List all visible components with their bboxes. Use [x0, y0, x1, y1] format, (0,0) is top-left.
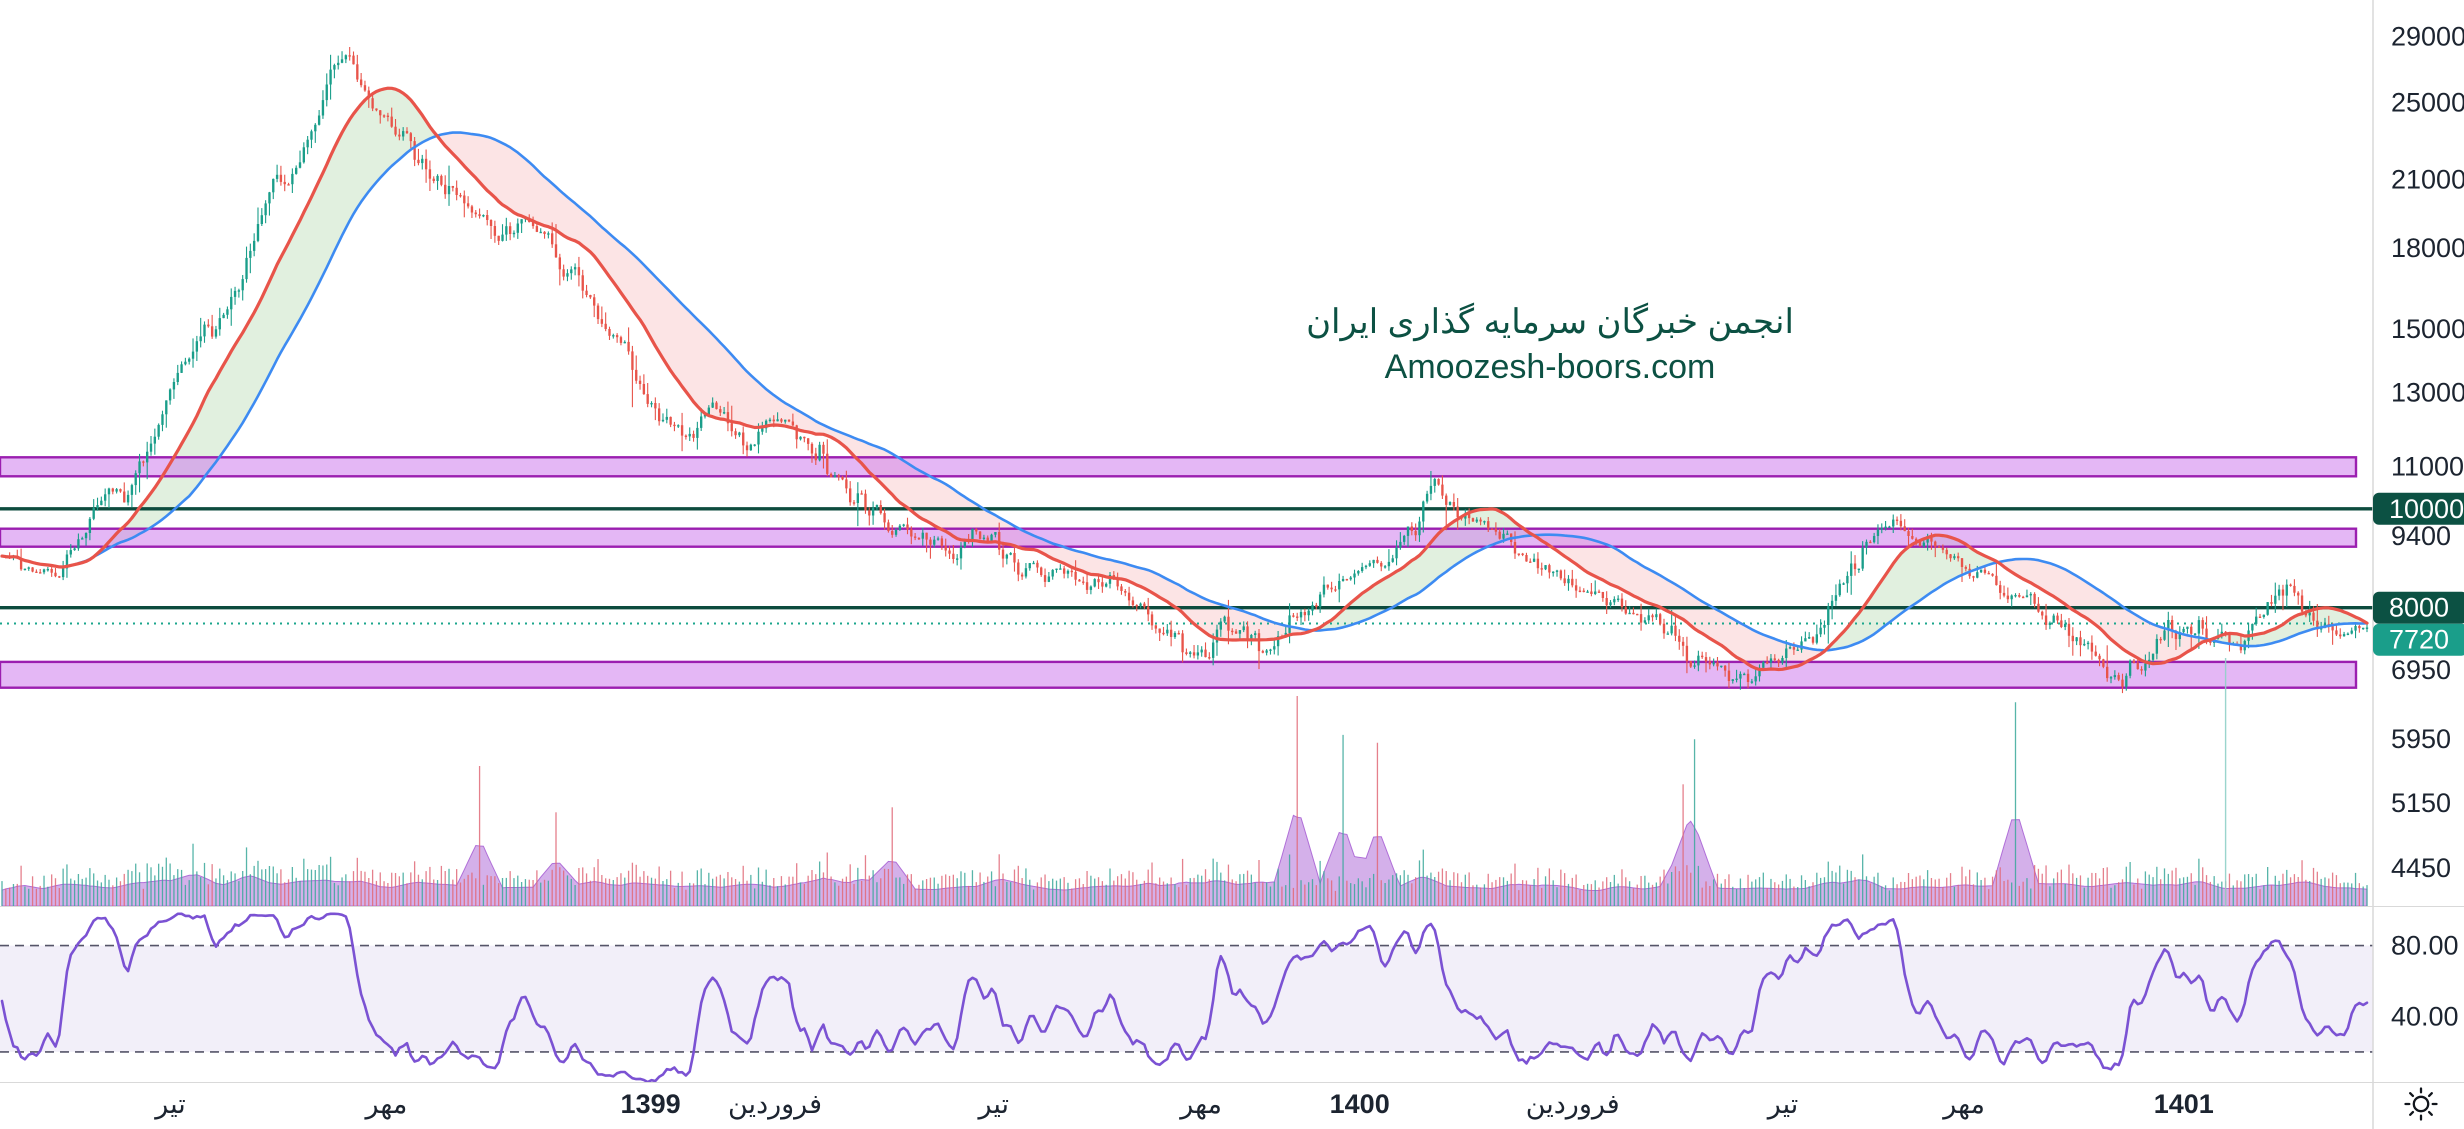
svg-text:25000: 25000 — [2391, 87, 2464, 117]
svg-text:13000: 13000 — [2391, 377, 2464, 407]
svg-text:5150: 5150 — [2391, 788, 2451, 818]
svg-text:18000: 18000 — [2391, 233, 2464, 263]
svg-text:80.00: 80.00 — [2391, 931, 2459, 961]
svg-text:4450: 4450 — [2391, 853, 2451, 883]
svg-text:10000: 10000 — [2389, 494, 2464, 524]
svg-text:15000: 15000 — [2391, 314, 2464, 344]
svg-text:11000: 11000 — [2391, 452, 2464, 482]
svg-text:6950: 6950 — [2391, 655, 2451, 685]
svg-text:9400: 9400 — [2391, 521, 2451, 551]
svg-text:21000: 21000 — [2391, 165, 2464, 195]
svg-text:5950: 5950 — [2391, 724, 2451, 754]
svg-text:8000: 8000 — [2389, 593, 2449, 623]
svg-text:40.00: 40.00 — [2391, 1002, 2459, 1032]
svg-text:29000: 29000 — [2391, 22, 2464, 52]
svg-text:7720: 7720 — [2389, 625, 2449, 655]
